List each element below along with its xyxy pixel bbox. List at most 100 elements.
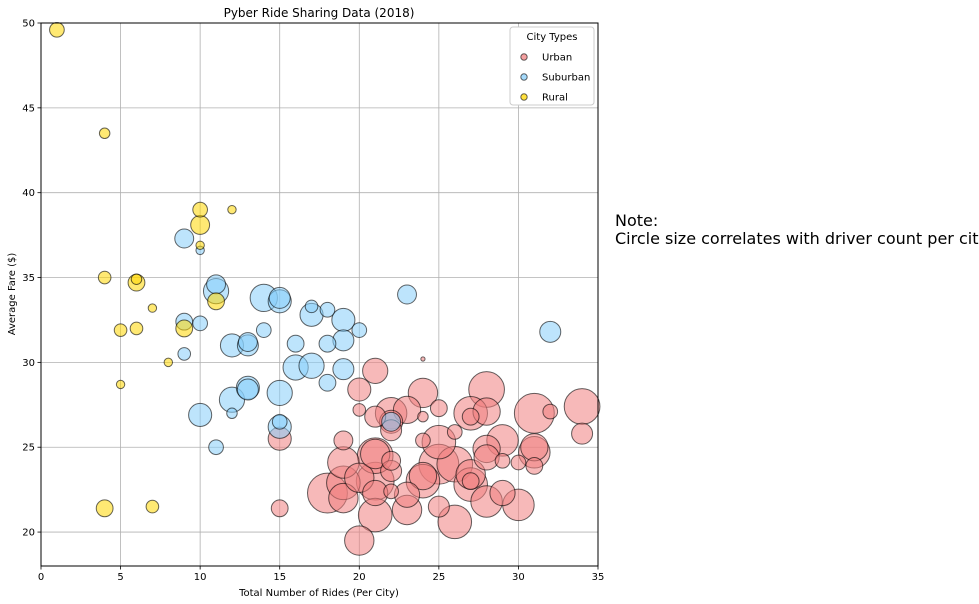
data-point-urban: [408, 461, 438, 491]
data-point-urban: [333, 430, 354, 451]
y-tick-label: 40: [22, 188, 35, 199]
data-point-suburban: [226, 407, 238, 420]
data-point-urban: [420, 356, 426, 362]
data-point-urban: [344, 525, 375, 556]
y-tick-label: 20: [22, 528, 35, 539]
data-point-suburban: [298, 352, 325, 379]
data-point-urban: [510, 454, 527, 471]
axis-ticks: 0 5 10 15 20 25 30 35 20 25 30 35 40 45 50: [22, 19, 604, 584]
data-point-urban: [494, 452, 511, 469]
data-point-urban: [383, 483, 399, 500]
data-point-urban: [461, 407, 480, 426]
data-point-suburban: [381, 411, 402, 432]
data-point-suburban: [286, 334, 305, 353]
data-point-suburban: [208, 439, 224, 456]
data-point-suburban: [177, 347, 192, 361]
data-point-urban: [525, 456, 544, 475]
data-point-rural: [192, 201, 208, 218]
data-point-suburban: [236, 378, 259, 401]
x-tick-label: 30: [512, 572, 525, 583]
legend: City Types Urban Suburban Rural: [509, 26, 595, 106]
data-point-suburban: [397, 284, 417, 305]
data-point-urban: [270, 499, 289, 518]
data-point-suburban: [268, 286, 291, 309]
data-point-suburban: [266, 379, 293, 407]
y-tick-label: 30: [22, 358, 35, 369]
data-point-rural: [113, 323, 128, 337]
data-point-urban: [415, 432, 431, 449]
x-tick-label: 10: [194, 572, 207, 583]
data-point-suburban: [351, 322, 368, 338]
chart-title: Pyber Ride Sharing Data (2018): [224, 6, 415, 20]
data-point-urban: [461, 472, 480, 491]
x-tick-label: 0: [38, 572, 44, 583]
data-point-rural: [130, 273, 143, 285]
data-point-suburban: [319, 301, 336, 318]
data-point-urban: [489, 479, 516, 507]
series-urban: [267, 356, 601, 556]
y-tick-label: 25: [22, 443, 35, 454]
data-point-rural: [49, 21, 65, 38]
data-point-suburban: [318, 373, 337, 392]
data-point-suburban: [331, 307, 356, 333]
data-point-suburban: [332, 358, 355, 381]
data-point-rural: [95, 499, 114, 518]
data-point-rural: [147, 303, 158, 313]
data-point-urban: [571, 422, 594, 445]
legend-marker-urban: [520, 53, 528, 61]
legend-frame: [509, 26, 595, 106]
y-tick-label: 45: [22, 103, 35, 114]
data-point-suburban: [174, 228, 195, 249]
data-point-urban: [328, 482, 359, 514]
data-point-rural: [145, 499, 160, 514]
data-point-suburban: [192, 315, 208, 332]
data-point-rural: [115, 379, 126, 390]
data-point-suburban: [188, 402, 213, 428]
x-tick-label: 25: [432, 572, 445, 583]
data-point-rural: [227, 204, 237, 215]
data-point-urban: [473, 444, 500, 471]
data-point-rural: [97, 270, 112, 285]
legend-title: City Types: [527, 32, 578, 43]
legend-label-suburban: Suburban: [542, 73, 590, 84]
y-axis-label: Average Fare ($): [7, 253, 18, 336]
data-point-suburban: [271, 413, 288, 430]
legend-marker-suburban: [520, 73, 528, 81]
data-point-suburban: [237, 332, 258, 352]
data-point-urban: [381, 450, 402, 471]
data-point-suburban: [539, 320, 562, 343]
data-point-suburban: [304, 299, 319, 314]
data-point-urban: [429, 399, 448, 418]
data-point-rural: [175, 319, 194, 338]
data-point-suburban: [255, 322, 272, 338]
data-point-urban: [542, 403, 559, 420]
data-points: [49, 21, 601, 556]
note-text: Circle size correlates with driver count…: [615, 229, 979, 248]
data-point-urban: [352, 403, 367, 417]
data-point-urban: [520, 433, 549, 462]
legend-label-urban: Urban: [542, 53, 572, 64]
data-point-urban: [393, 481, 421, 508]
data-point-rural: [163, 357, 174, 368]
data-point-rural: [98, 127, 111, 140]
data-point-rural: [129, 321, 144, 336]
note-heading: Note:: [615, 211, 659, 230]
x-tick-label: 5: [117, 572, 123, 583]
series-suburban: [174, 228, 562, 456]
data-point-rural: [207, 292, 225, 311]
data-point-urban: [362, 357, 389, 384]
data-point-urban: [417, 410, 429, 423]
legend-marker-rural: [520, 93, 528, 101]
note: Note: Circle size correlates with driver…: [615, 212, 979, 248]
data-point-suburban: [332, 329, 355, 352]
data-point-urban: [427, 495, 450, 518]
data-point-rural: [195, 240, 205, 250]
data-point-urban: [347, 377, 372, 402]
legend-label-rural: Rural: [542, 93, 568, 104]
data-point-suburban: [206, 274, 227, 295]
series-rural: [49, 21, 237, 518]
y-tick-label: 35: [22, 273, 35, 284]
x-tick-label: 35: [592, 572, 605, 583]
data-point-rural: [190, 214, 211, 235]
